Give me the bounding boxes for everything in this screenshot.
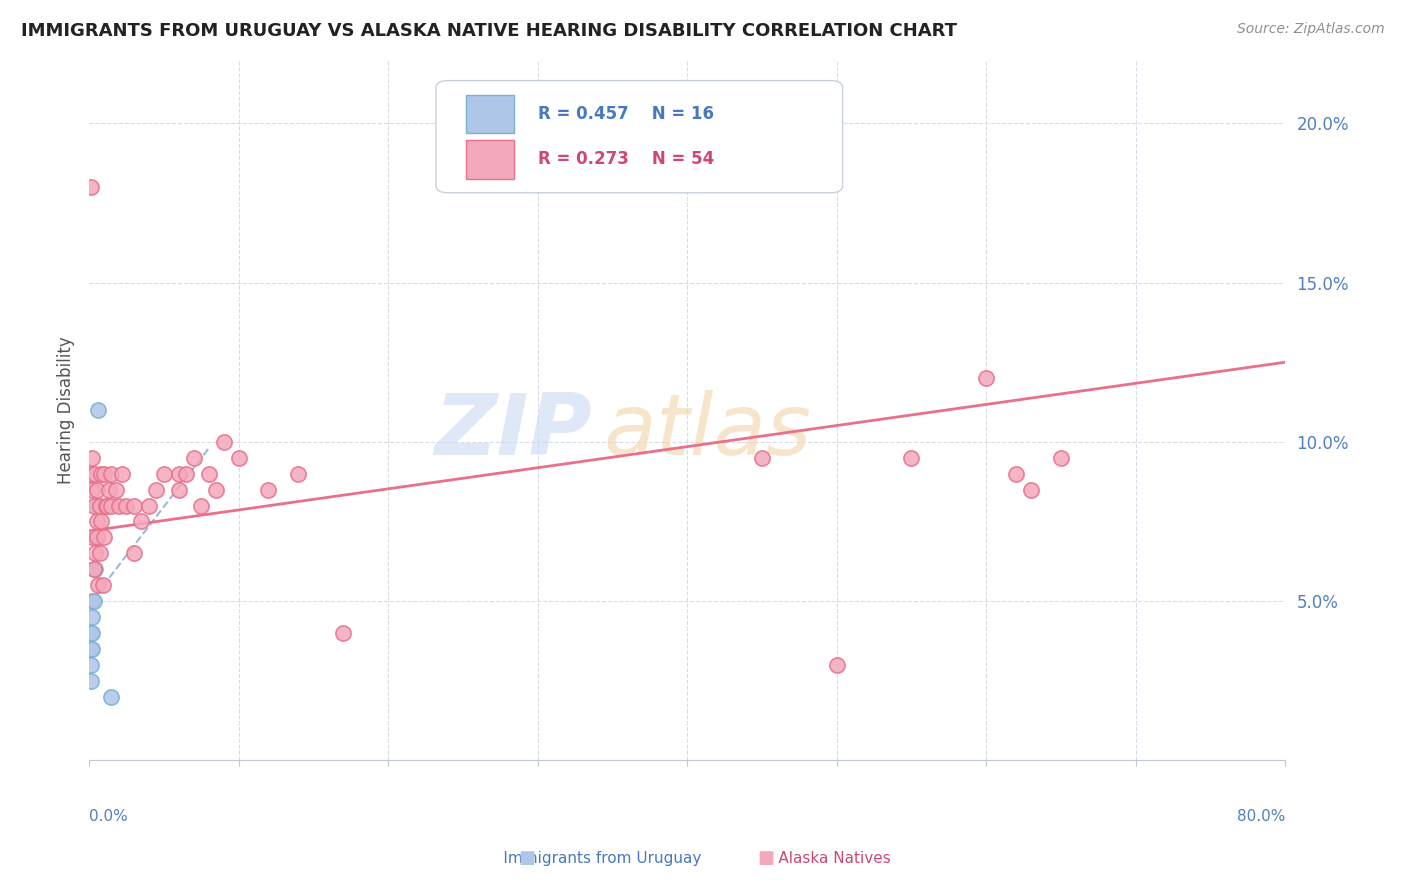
- Point: [167, 467, 190, 481]
- Text: ZIP: ZIP: [434, 390, 592, 473]
- Point: [80, 610, 103, 624]
- Point: [183, 450, 205, 465]
- Point: [79, 673, 101, 688]
- Point: [111, 467, 134, 481]
- Point: [115, 499, 138, 513]
- Point: [212, 434, 235, 449]
- Point: [80, 530, 103, 544]
- Text: R = 0.457    N = 16: R = 0.457 N = 16: [537, 105, 714, 123]
- Text: IMMIGRANTS FROM URUGUAY VS ALASKA NATIVE HEARING DISABILITY CORRELATION CHART: IMMIGRANTS FROM URUGUAY VS ALASKA NATIVE…: [21, 22, 957, 40]
- Point: [825, 657, 848, 672]
- Point: [83, 499, 105, 513]
- Text: Alaska Natives: Alaska Natives: [754, 851, 891, 865]
- Point: [84, 530, 107, 544]
- Point: [79, 641, 101, 656]
- Point: [90, 467, 112, 481]
- Point: [108, 499, 131, 513]
- Point: [900, 450, 922, 465]
- Point: [83, 594, 105, 608]
- Point: [197, 467, 219, 481]
- Point: [84, 562, 107, 576]
- Point: [138, 499, 160, 513]
- Point: [94, 499, 117, 513]
- Point: [122, 499, 145, 513]
- Point: [79, 626, 101, 640]
- Point: [228, 450, 250, 465]
- Point: [131, 515, 153, 529]
- Text: ■: ■: [519, 849, 536, 867]
- Point: [153, 467, 176, 481]
- Point: [80, 483, 103, 497]
- Point: [145, 483, 167, 497]
- Point: [174, 467, 197, 481]
- Text: 80.0%: 80.0%: [1237, 809, 1285, 824]
- Point: [167, 483, 190, 497]
- Text: Source: ZipAtlas.com: Source: ZipAtlas.com: [1237, 22, 1385, 37]
- FancyBboxPatch shape: [436, 80, 842, 193]
- Point: [97, 483, 120, 497]
- Point: [80, 450, 103, 465]
- Point: [86, 483, 108, 497]
- Point: [87, 578, 110, 592]
- Point: [1019, 483, 1042, 497]
- Point: [86, 530, 108, 544]
- Text: R = 0.273    N = 54: R = 0.273 N = 54: [537, 151, 714, 169]
- Point: [257, 483, 280, 497]
- Point: [93, 467, 115, 481]
- Point: [332, 626, 354, 640]
- Point: [79, 180, 101, 194]
- Text: Immigrants from Uruguay: Immigrants from Uruguay: [479, 851, 702, 865]
- Point: [100, 690, 122, 704]
- Point: [84, 467, 107, 481]
- FancyBboxPatch shape: [465, 140, 513, 178]
- Point: [104, 483, 127, 497]
- Point: [91, 578, 114, 592]
- Point: [974, 371, 997, 385]
- Point: [100, 467, 122, 481]
- Point: [122, 546, 145, 560]
- Point: [79, 467, 101, 481]
- FancyBboxPatch shape: [465, 95, 513, 133]
- Point: [86, 499, 108, 513]
- Point: [205, 483, 228, 497]
- Point: [89, 499, 111, 513]
- Point: [190, 499, 212, 513]
- Point: [90, 515, 112, 529]
- Point: [80, 626, 103, 640]
- Point: [80, 594, 103, 608]
- Point: [79, 657, 101, 672]
- Point: [87, 403, 110, 417]
- Point: [1050, 450, 1073, 465]
- Point: [84, 546, 107, 560]
- Point: [86, 515, 108, 529]
- Point: [83, 562, 105, 576]
- Point: [1005, 467, 1028, 481]
- Point: [89, 546, 111, 560]
- Point: [93, 530, 115, 544]
- Point: [96, 499, 118, 513]
- Point: [100, 499, 122, 513]
- Point: [83, 562, 105, 576]
- Text: ■: ■: [758, 849, 775, 867]
- Point: [287, 467, 309, 481]
- Text: 0.0%: 0.0%: [89, 809, 128, 824]
- Point: [86, 530, 108, 544]
- Point: [80, 641, 103, 656]
- Point: [751, 450, 773, 465]
- Text: atlas: atlas: [603, 390, 811, 473]
- Y-axis label: Hearing Disability: Hearing Disability: [58, 336, 75, 483]
